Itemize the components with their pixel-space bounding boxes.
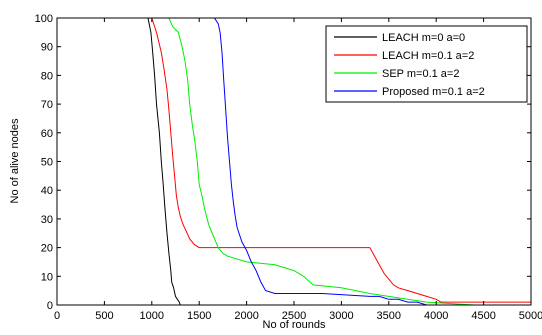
x-tick-label: 3000 — [329, 310, 353, 322]
legend-label-3: Proposed m=0.1 a=2 — [382, 86, 485, 98]
x-tick-label: 1500 — [187, 310, 211, 322]
x-tick-label: 500 — [95, 310, 113, 322]
y-tick-label: 40 — [41, 185, 53, 197]
y-tick-label: 20 — [41, 243, 53, 255]
legend-label-0: LEACH m=0 a=0 — [382, 32, 465, 44]
legend: LEACH m=0 a=0 LEACH m=0.1 a=2 SEP m=0.1 … — [325, 25, 528, 103]
x-tick-label: 2500 — [282, 310, 306, 322]
y-tick-label: 30 — [41, 214, 53, 226]
series-line-2 — [57, 17, 531, 306]
series-line-1 — [57, 17, 531, 303]
x-tick-label: 1000 — [140, 310, 164, 322]
series-line-0 — [57, 17, 182, 306]
x-tick-label: 4000 — [424, 310, 448, 322]
y-tick-label: 0 — [47, 300, 53, 312]
series-lines — [57, 17, 531, 306]
x-tick-label: 5000 — [519, 310, 542, 322]
y-tick-label: 90 — [41, 42, 53, 54]
y-tick-label: 10 — [41, 271, 53, 283]
legend-label-1: LEACH m=0.1 a=2 — [382, 50, 474, 62]
x-tick-label: 2000 — [234, 310, 258, 322]
y-tick-label: 100 — [35, 13, 53, 25]
x-tick-label: 3500 — [377, 310, 401, 322]
x-tick-label: 0 — [54, 310, 60, 322]
legend-label-2: SEP m=0.1 a=2 — [382, 68, 459, 80]
y-tick-label: 80 — [41, 70, 53, 82]
x-tick-label: 4500 — [471, 310, 495, 322]
legend-box — [325, 25, 528, 103]
y-tick-label: 70 — [41, 99, 53, 111]
x-axis-label: No of rounds — [263, 319, 326, 331]
series-line-3 — [57, 17, 531, 306]
axis-ticks: 0 500 1000 1500 2000 2500 3000 3500 4000 4500 5000… — [35, 13, 542, 322]
y-axis-label: No of alive nodes — [9, 118, 21, 203]
y-tick-label: 60 — [41, 128, 53, 140]
y-tick-label: 50 — [41, 157, 53, 169]
